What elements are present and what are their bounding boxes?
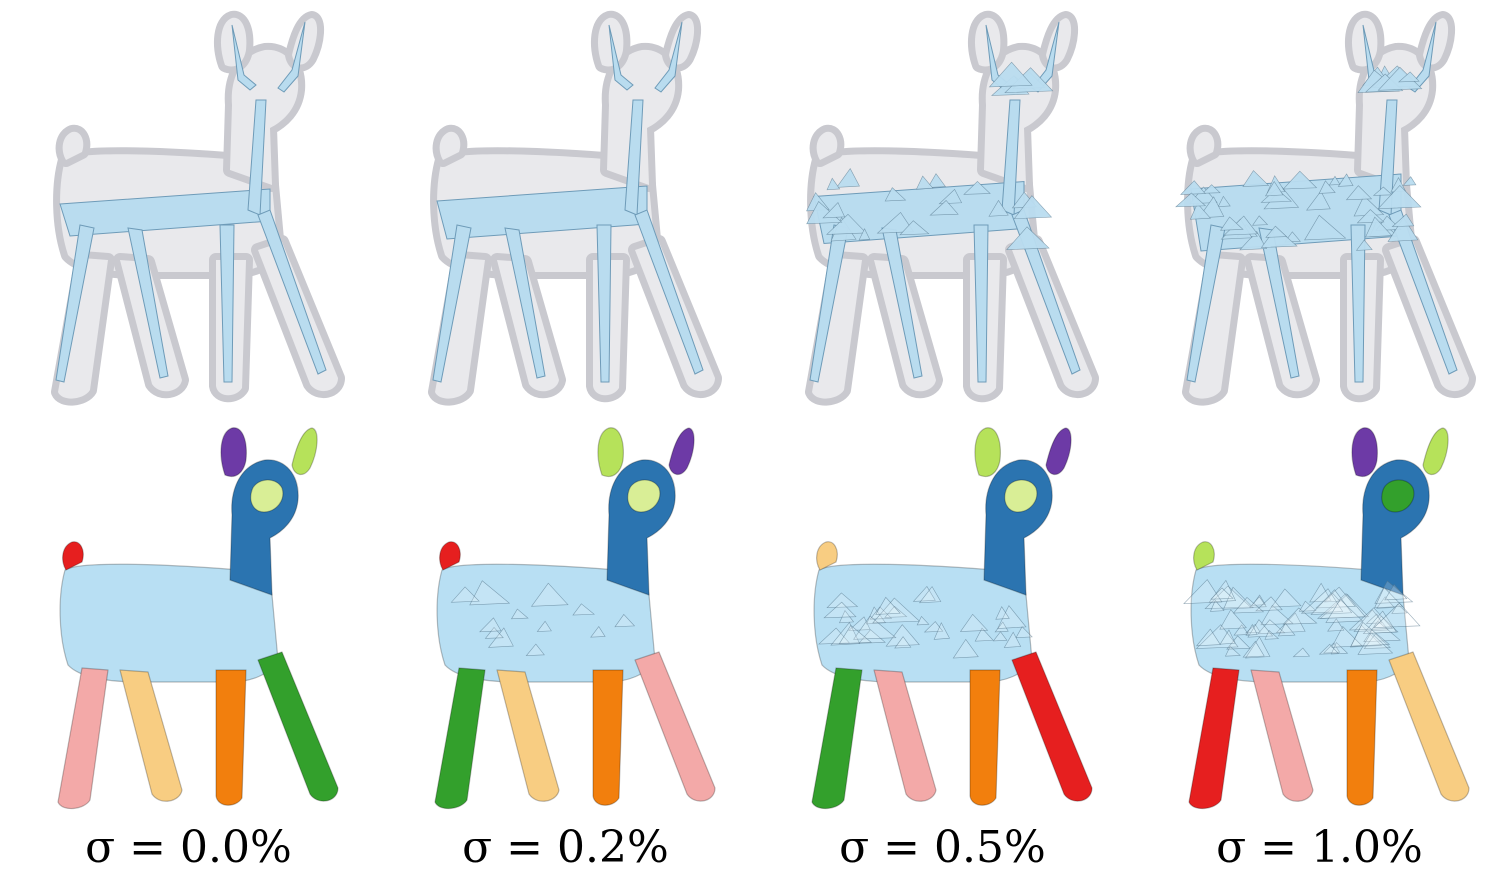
skeleton-view-0 [51,10,345,406]
skeleton-view-1 [428,10,722,406]
caption-sigma-2: σ = 0.5% [839,822,1046,873]
skeleton-view-2 [805,10,1099,406]
skeleton-view-3 [1175,10,1476,406]
segmented-deer-2 [811,427,1093,810]
segmented-deer-3 [1183,427,1470,810]
caption-sigma-0: σ = 0.0% [85,822,292,873]
segmented-deer-0 [57,427,339,810]
segmented-deer-1 [434,427,716,810]
caption-sigma-3: σ = 1.0% [1216,822,1423,873]
caption-sigma-1: σ = 0.2% [462,822,669,873]
